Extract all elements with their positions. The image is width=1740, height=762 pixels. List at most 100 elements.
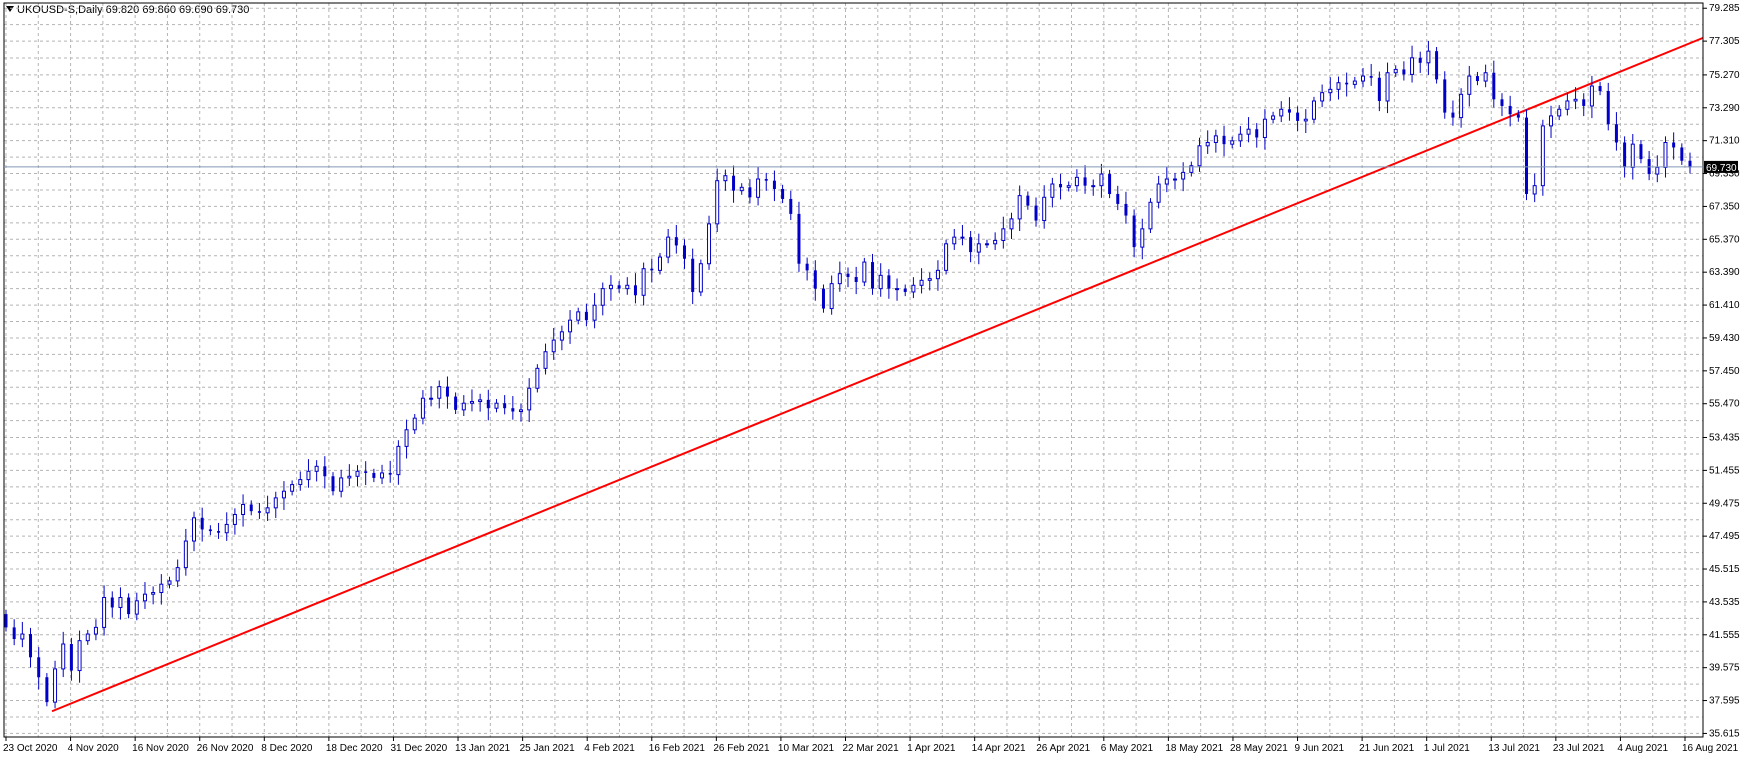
candle-body-bullish: [1140, 228, 1145, 248]
candle-body-bullish: [192, 517, 197, 542]
candle: [829, 275, 834, 315]
candle: [1059, 173, 1063, 200]
candle-body-bullish: [281, 490, 286, 499]
candle-body-bullish: [306, 470, 311, 481]
candle: [53, 660, 58, 709]
candle: [960, 225, 965, 246]
candle: [159, 574, 164, 605]
x-tick-label: 18 Dec 2020: [326, 743, 383, 754]
candle: [396, 440, 401, 485]
candle: [69, 637, 73, 681]
x-tick-label: 4 Feb 2021: [584, 743, 635, 754]
candle: [4, 609, 8, 632]
candle: [919, 268, 924, 294]
candle: [437, 380, 442, 409]
candle: [543, 343, 548, 375]
candle: [878, 263, 883, 297]
candle-body-bearish: [454, 396, 458, 410]
candle-body-bullish: [53, 668, 58, 703]
candle: [85, 629, 90, 645]
candle-body-bullish: [608, 284, 613, 290]
candle: [584, 303, 588, 327]
candle-body-bearish: [1222, 135, 1226, 145]
y-tick-label: 41.555: [1709, 630, 1740, 641]
candle-body-bearish: [323, 466, 327, 477]
candle: [1238, 126, 1243, 147]
candle: [1246, 117, 1251, 143]
candle-body-bearish: [364, 471, 368, 473]
candle-body-bearish: [1688, 160, 1692, 168]
candle: [77, 630, 82, 683]
candle: [1124, 191, 1128, 224]
candle: [1589, 75, 1594, 119]
candle-body-bullish: [1009, 218, 1014, 230]
x-tick-label: 10 Mar 2021: [778, 743, 835, 754]
candle-body-bullish: [412, 417, 417, 431]
candle: [781, 184, 785, 204]
candle: [1508, 95, 1512, 127]
candle-body-bullish: [600, 288, 605, 306]
candle: [1426, 41, 1431, 75]
candle: [339, 469, 344, 498]
candle: [1009, 212, 1014, 239]
candle-body-bearish: [821, 288, 825, 309]
candle: [1034, 197, 1038, 227]
candle-body-bullish: [1311, 100, 1316, 120]
candle-body-bearish: [200, 517, 204, 530]
candle-body-bullish: [396, 445, 401, 476]
candle-body-bearish: [1132, 215, 1136, 248]
candle: [1042, 185, 1047, 229]
candle: [29, 627, 33, 668]
y-tick-label: 65.370: [1709, 234, 1740, 245]
candle-body-bullish: [20, 633, 25, 640]
candle-body-bearish: [249, 504, 253, 512]
candle: [1385, 62, 1390, 114]
candle-body-bearish: [797, 213, 801, 264]
candle-body-bullish: [273, 497, 278, 509]
candle: [1663, 136, 1668, 178]
candle-body-bearish: [887, 275, 891, 289]
candle: [118, 587, 123, 620]
candle: [1614, 112, 1618, 151]
candle-body-bearish: [1525, 117, 1529, 194]
candle: [1083, 165, 1087, 194]
candle-body-bullish: [61, 643, 66, 670]
candle-body-bearish: [1639, 144, 1643, 160]
candle: [862, 257, 867, 287]
candle: [756, 166, 761, 206]
candle: [895, 278, 900, 301]
candle-body-bearish: [1680, 147, 1684, 161]
candle: [454, 392, 458, 415]
candle-body-bearish: [789, 198, 793, 214]
candle: [691, 248, 695, 305]
candle: [1573, 87, 1578, 110]
candle-body-bullish: [478, 399, 483, 403]
candle-body-bearish: [372, 472, 376, 478]
candle: [1549, 105, 1554, 139]
candle-body-bearish: [127, 597, 131, 615]
candle: [404, 419, 409, 459]
candle: [1525, 109, 1529, 201]
candle: [1279, 101, 1284, 123]
candle-body-bullish: [919, 279, 924, 286]
y-tick-label: 55.470: [1709, 399, 1740, 410]
candle: [1091, 179, 1096, 196]
candle: [503, 395, 507, 415]
candle: [208, 525, 212, 536]
candle: [372, 468, 376, 483]
candle: [1099, 163, 1104, 198]
candle-body-bearish: [1034, 205, 1038, 221]
candle-body-bullish: [1066, 185, 1071, 188]
candle: [265, 495, 270, 521]
candle-body-bullish: [175, 567, 180, 582]
candle-body-bullish: [1279, 108, 1284, 117]
candle: [478, 393, 483, 412]
candle-body-bearish: [691, 258, 695, 292]
candle-body-bullish: [1164, 178, 1169, 185]
candle-body-bullish: [1074, 176, 1079, 187]
candle: [420, 390, 425, 425]
candle-body-bullish: [715, 180, 720, 225]
candle: [461, 395, 466, 416]
candle-body-bearish: [650, 268, 654, 271]
